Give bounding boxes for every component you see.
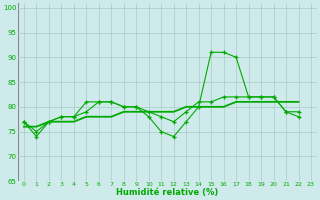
X-axis label: Humidité relative (%): Humidité relative (%) [116,188,219,197]
